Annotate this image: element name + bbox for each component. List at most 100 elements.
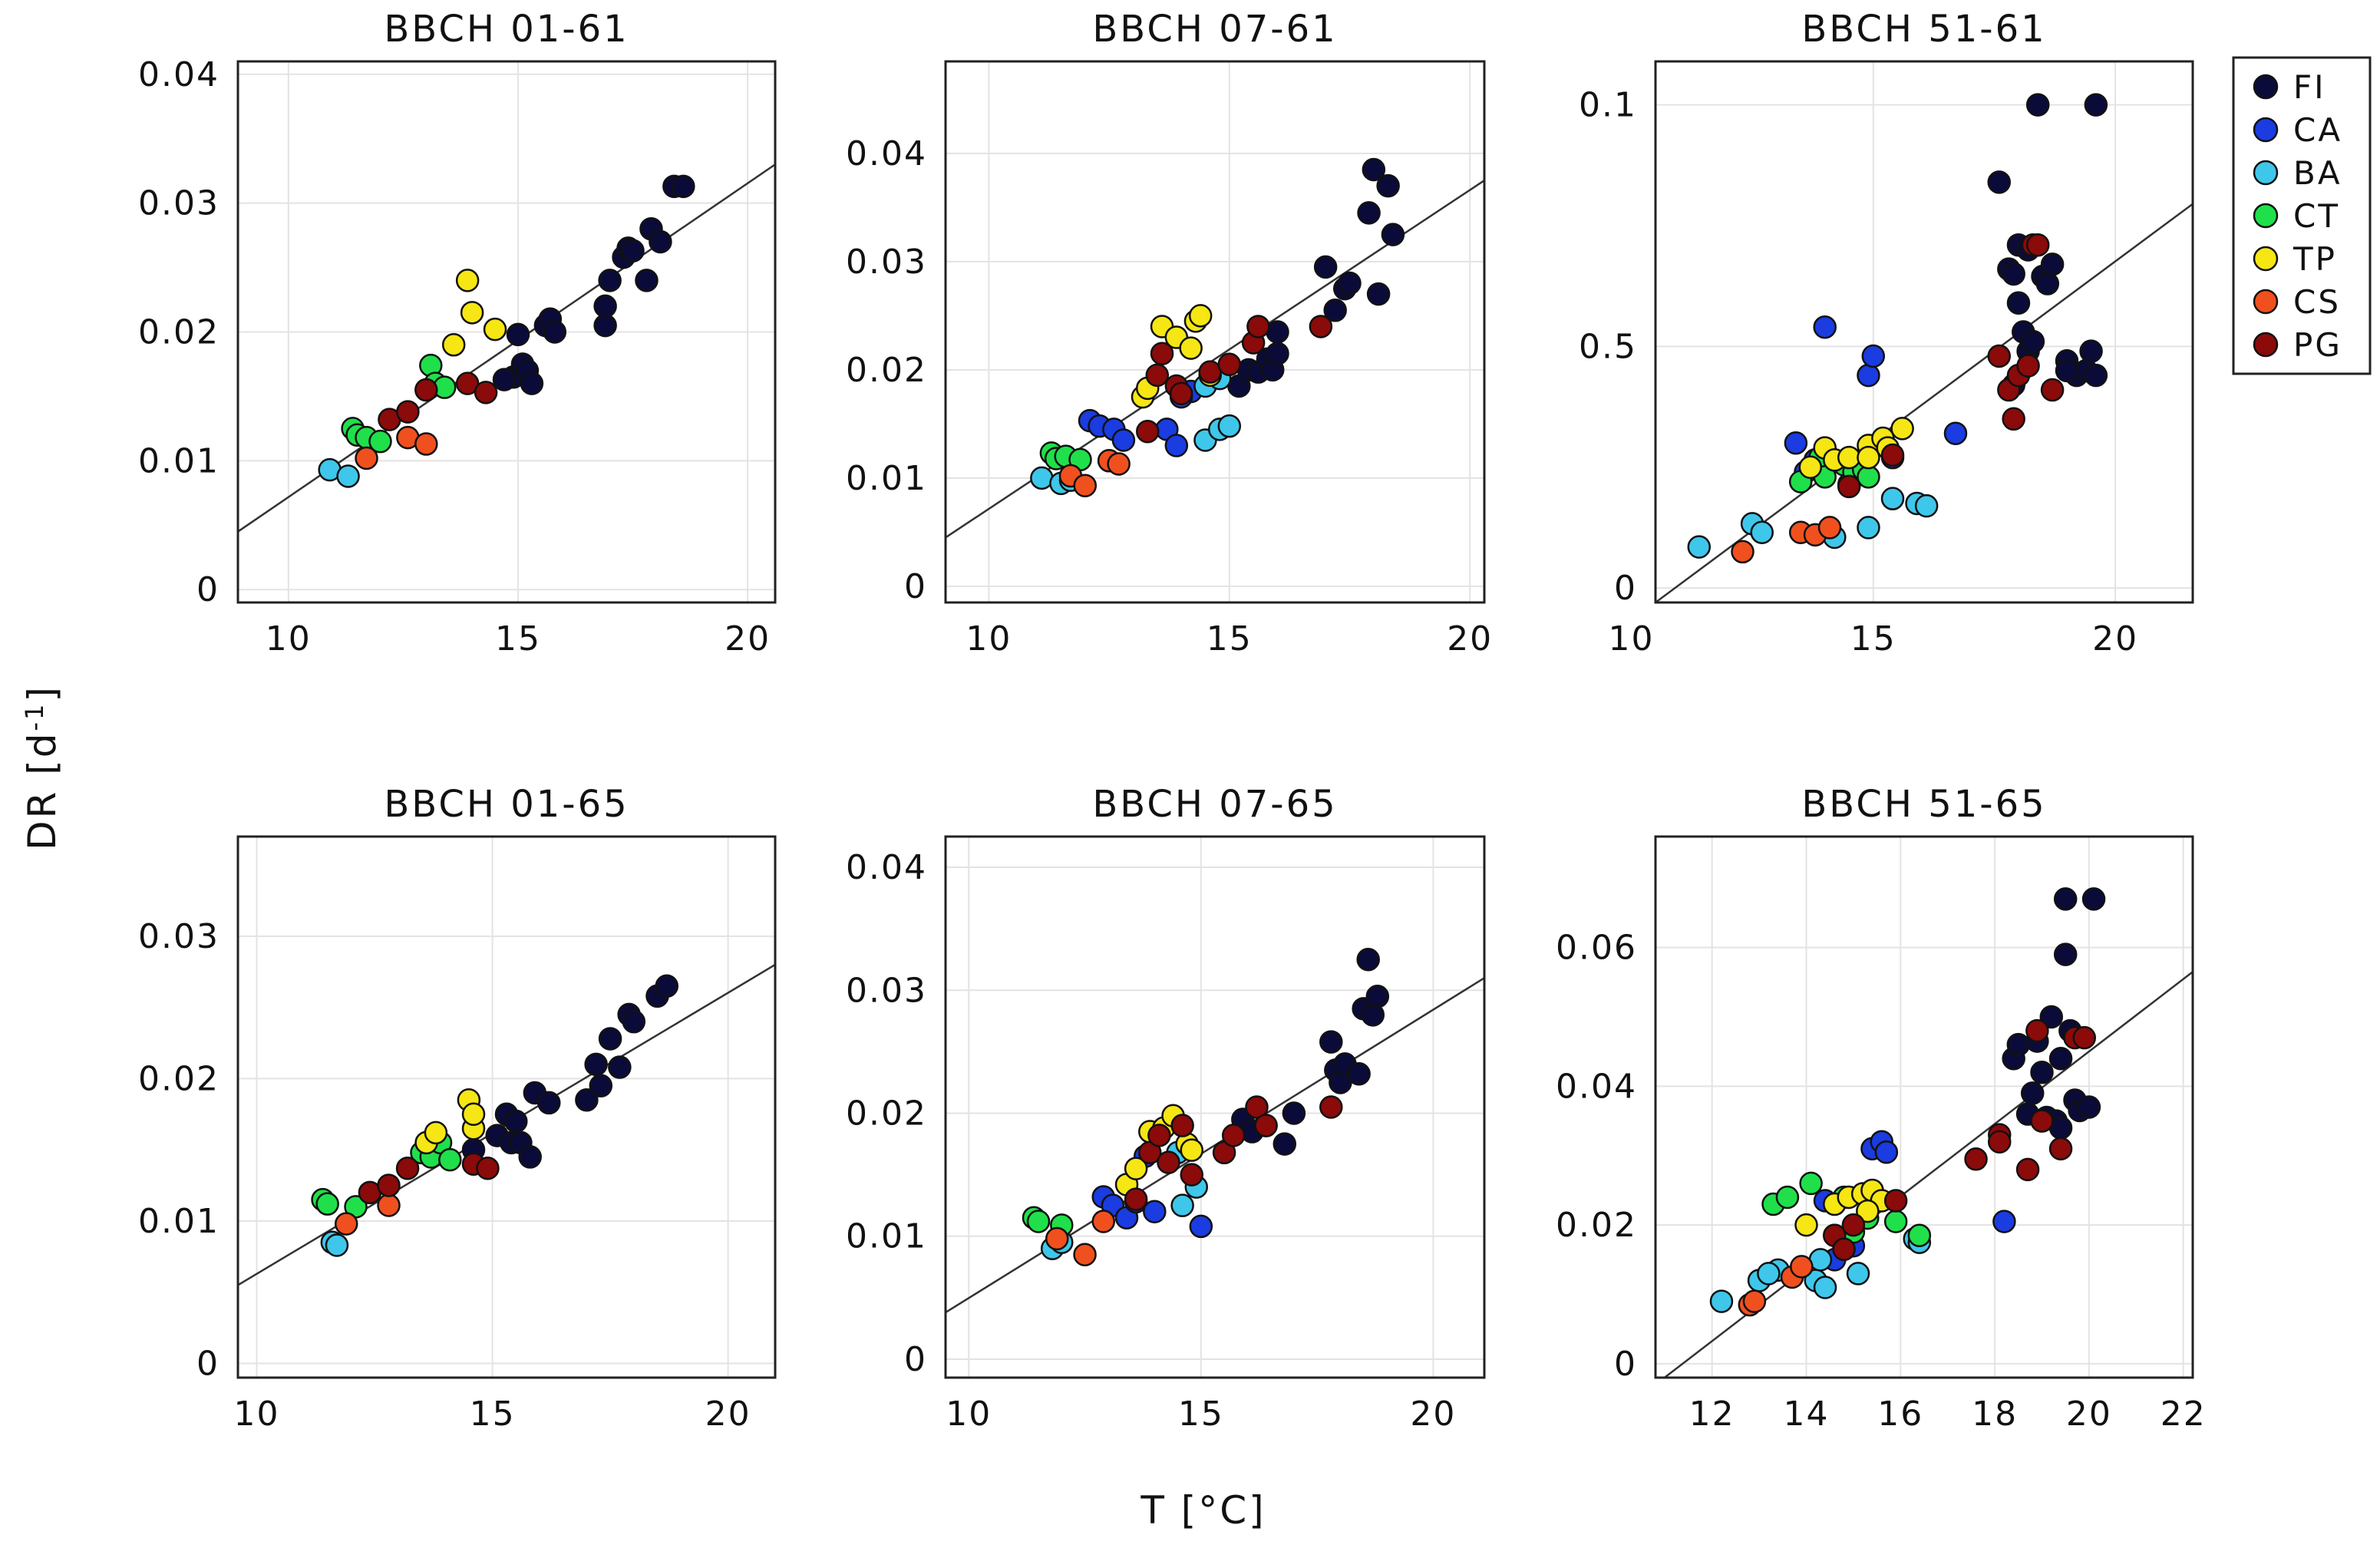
data-point-tp (1124, 1157, 1148, 1180)
y-tick-label: 0.02 (138, 313, 220, 352)
panel-5: 10 15 20 0 0.01 0.02 0.03 0.04 BBCH 07-65 (846, 783, 1486, 1434)
y-axis-label: DR [d-1] (20, 685, 64, 850)
data-point-pg (1180, 1163, 1203, 1187)
data-point-ca (1874, 1140, 1899, 1164)
y-tick-label: 0 (904, 1340, 927, 1379)
data-point-fi (575, 1088, 599, 1112)
data-point-fi (1266, 342, 1289, 365)
x-tick-label: 15 (470, 1395, 516, 1434)
x-axis-label: T [°C] (1140, 1488, 1266, 1533)
data-point-pg (2015, 1157, 2040, 1182)
data-point-pg (1150, 342, 1174, 365)
data-point-pg (1217, 352, 1242, 377)
y-tick-label: 0.01 (138, 441, 220, 480)
y-tick-label: 0.01 (138, 1202, 220, 1241)
y-tick-label: 0 (1614, 1345, 1637, 1384)
data-point-ba (1030, 466, 1054, 490)
data-point-cs (377, 1193, 401, 1217)
data-point-ca (1943, 421, 1968, 445)
legend-marker-pg (2253, 332, 2279, 358)
x-tick-label: 18 (1972, 1395, 2018, 1434)
data-point-pg (1170, 1114, 1194, 1137)
data-point-fi (2006, 1032, 2031, 1057)
data-point-pg (1832, 1237, 1856, 1262)
y-tick-label: 0 (1614, 569, 1637, 608)
data-point-tp (1179, 336, 1203, 360)
data-point-cs (414, 432, 438, 456)
data-point-fi (537, 1091, 561, 1115)
data-point-fi (492, 368, 517, 391)
data-point-fi (2030, 1061, 2054, 1084)
y-tick-label: 0.04 (846, 134, 927, 173)
data-point-pg (1841, 1213, 1866, 1237)
data-point-tp (1794, 1213, 1818, 1237)
data-point-fi (608, 1055, 632, 1079)
y-tick-label: 0 (904, 567, 927, 606)
data-point-cs (1073, 474, 1098, 497)
data-point-fi (1357, 201, 1381, 225)
y-tick-label: 0.04 (138, 55, 220, 94)
data-point-fi (1381, 223, 1405, 246)
panel-title: BBCH 51-61 (1801, 8, 2046, 51)
data-point-pg (2002, 407, 2025, 431)
x-tick-label: 10 (266, 619, 312, 658)
legend-label-ca: CA (2293, 111, 2342, 149)
legend-label-ba: BA (2293, 154, 2342, 192)
y-tick-label: 0.04 (846, 848, 927, 887)
data-point-fi (2081, 887, 2106, 911)
y-tick-label: 0.03 (846, 243, 927, 282)
data-point-fi (2021, 329, 2045, 354)
data-point-fi (2039, 1005, 2064, 1029)
data-point-pg (2072, 1025, 2097, 1050)
data-point-pg (1883, 1189, 1908, 1213)
legend: FI CA BA CT TP CS PG (2232, 56, 2372, 375)
data-point-tp (1890, 417, 1914, 441)
data-point-ca (1189, 1214, 1213, 1239)
data-point-pg (1124, 1187, 1148, 1211)
plot-frame (1654, 835, 2194, 1379)
x-tick-label: 20 (705, 1395, 751, 1434)
x-tick-label: 10 (1608, 619, 1654, 658)
data-point-fi (635, 269, 659, 292)
data-point-fi (1362, 157, 1386, 182)
data-point-ba (1757, 1262, 1781, 1286)
regression-line (1655, 203, 2193, 602)
data-point-fi (1987, 170, 2011, 194)
data-point-tp (1837, 445, 1861, 470)
data-point-cs (334, 1212, 358, 1236)
y-tick-label: 0 (196, 1344, 220, 1383)
data-point-ba (1880, 487, 1905, 510)
data-point-ca (1813, 315, 1837, 339)
panel-title: BBCH 07-61 (1092, 8, 1337, 51)
panel-4: 10 15 20 0 0.01 0.02 0.03 BBCH 01-65 (138, 783, 777, 1434)
data-point-pg (1245, 1095, 1269, 1119)
panels-group: 10 15 20 0 0.01 0.02 0.03 0.04 BBCH 01-61 10 15 20 0… (138, 8, 2205, 1434)
data-point-pg (377, 1173, 401, 1197)
plot-frame (1654, 60, 2194, 604)
data-point-cs (1107, 452, 1131, 476)
data-point-fi (1376, 173, 1400, 198)
data-point-fi (672, 174, 695, 199)
data-point-fi (506, 322, 530, 347)
data-point-ct (438, 1147, 462, 1172)
panel-title: BBCH 01-65 (384, 783, 629, 826)
data-point-ba (1914, 493, 1939, 518)
points (1687, 93, 2108, 564)
data-point-fi (2084, 93, 2108, 117)
data-point-ba (1846, 1262, 1870, 1286)
data-point-cs (1817, 516, 1842, 540)
x-tick-label: 20 (1410, 1395, 1456, 1434)
data-point-tp (460, 301, 484, 325)
y-tick-label: 0.06 (1556, 929, 1637, 968)
y-tick-label: 0.03 (138, 184, 220, 223)
data-point-pg (455, 371, 480, 395)
data-point-tp (455, 269, 480, 292)
x-tick-label: 15 (1178, 1395, 1224, 1434)
panel-1: 10 15 20 0 0.01 0.02 0.03 0.04 BBCH 01-61 (138, 8, 777, 658)
data-point-fi (2079, 339, 2103, 363)
data-point-pg (476, 1157, 500, 1180)
data-point-fi (2053, 942, 2078, 966)
regression-line (946, 977, 1484, 1314)
data-point-ct (1883, 1210, 1908, 1233)
data-point-tp (1188, 304, 1213, 328)
